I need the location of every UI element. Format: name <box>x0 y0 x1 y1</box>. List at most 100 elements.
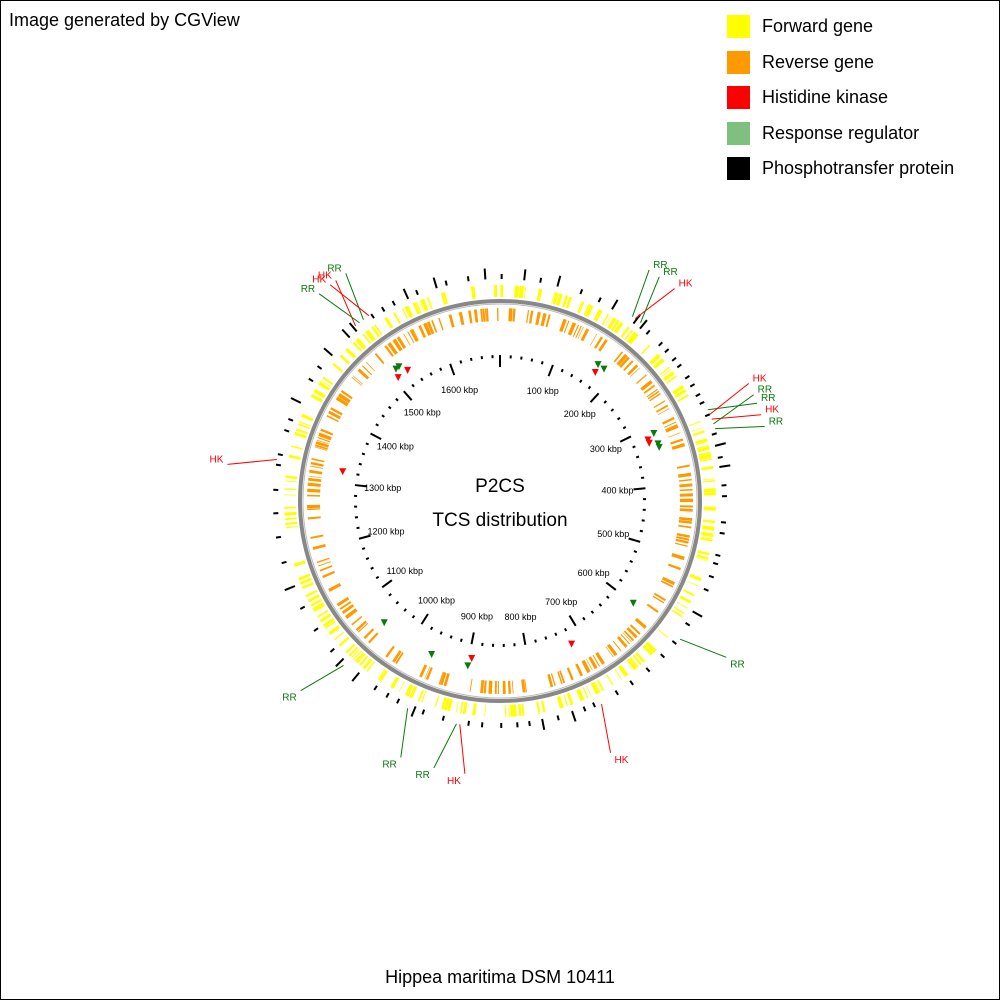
forward-gene-88 <box>512 704 517 717</box>
forward-gene-168 <box>404 305 414 319</box>
forward-gene-113 <box>354 652 365 663</box>
ruler-tick-15 <box>619 435 632 443</box>
ruler-tick-39 <box>534 639 537 643</box>
forward-gene-52 <box>700 536 713 540</box>
reverse-gene-53 <box>676 536 690 541</box>
reverse-gene-139 <box>326 415 339 423</box>
forward-gene-100 <box>434 695 440 708</box>
forward-gene-49 <box>702 519 716 524</box>
forward-gene-169 <box>412 302 421 315</box>
reverse-gene-77 <box>581 659 591 674</box>
reverse-gene-78 <box>575 663 584 677</box>
ruler-tick-53 <box>395 600 400 605</box>
outer-tick-28 <box>712 561 719 566</box>
reverse-gene-3 <box>528 310 534 324</box>
ruler-tick-57 <box>370 566 374 570</box>
reverse-gene-145 <box>351 377 363 386</box>
forward-gene-115 <box>351 648 361 659</box>
reverse-gene-25 <box>636 375 647 385</box>
forward-gene-51 <box>701 531 714 538</box>
callout-label-0: RR <box>653 260 667 271</box>
forward-gene-132 <box>298 573 311 581</box>
reverse-gene-55 <box>674 542 688 547</box>
ruler-tick-81 <box>459 360 463 364</box>
ruler-tick-51 <box>411 614 416 619</box>
legend-item-histidine-kinase: Histidine kinase <box>727 80 954 116</box>
ruler-tick-47 <box>449 635 453 639</box>
outer-tick-13 <box>676 363 682 369</box>
forward-gene-155 <box>322 376 334 386</box>
ruler-label-1300-kbp: 1300 kbp <box>364 483 401 493</box>
reverse-gene-128 <box>309 469 323 475</box>
outer-tick-30 <box>703 587 709 592</box>
legend-label-response-regulator: Response regulator <box>762 122 920 143</box>
reverse-gene-60 <box>653 592 667 602</box>
tcs-arrow-6 <box>654 440 662 448</box>
reverse-gene-75 <box>588 656 598 670</box>
ruler-tick-5 <box>547 364 554 377</box>
forward-gene-117 <box>345 643 356 654</box>
reverse-gene-127 <box>308 475 322 479</box>
forward-gene-9 <box>565 296 573 309</box>
forward-gene-32 <box>677 394 689 402</box>
outer-tick-48 <box>441 715 445 721</box>
ruler-tick-58 <box>365 557 370 561</box>
forward-gene-158 <box>345 347 357 359</box>
reverse-gene-54 <box>675 538 689 544</box>
reverse-gene-31 <box>653 400 666 409</box>
reverse-gene-2 <box>526 310 530 324</box>
ruler-tick-50 <box>420 613 429 625</box>
reverse-gene-100 <box>419 664 428 678</box>
forward-gene-39 <box>698 451 711 456</box>
forward-gene-142 <box>284 480 297 483</box>
ruler-tick-67 <box>358 462 362 466</box>
reverse-gene-130 <box>310 461 324 467</box>
outer-tick-43 <box>528 720 531 727</box>
forward-gene-67 <box>635 652 646 663</box>
ruler-tick-30 <box>605 581 617 591</box>
forward-gene-151 <box>310 393 323 403</box>
organism-name: Hippea maritima DSM 10411 <box>385 967 615 987</box>
reverse-gene-110 <box>341 604 355 614</box>
ruler-tick-9 <box>587 385 592 390</box>
reverse-gene-116 <box>318 561 331 567</box>
reverse-gene-70 <box>612 640 622 652</box>
forward-gene-165 <box>384 316 394 329</box>
ruler-label-200-kbp: 200 kbp <box>564 409 596 419</box>
ruler-tick-65 <box>354 484 367 488</box>
reverse-gene-150 <box>374 352 385 365</box>
callout-line-8 <box>679 638 727 658</box>
forward-gene-99 <box>441 697 447 710</box>
reverse-gene-10 <box>572 324 580 337</box>
forward-gene-24 <box>649 353 661 365</box>
forward-gene-164 <box>374 324 383 336</box>
forward-gene-175 <box>440 292 448 305</box>
ruler-tick-27 <box>629 559 633 564</box>
outer-tick-35 <box>645 667 651 673</box>
tcs-arrow-2 <box>600 365 608 373</box>
reverse-gene-85 <box>521 679 526 693</box>
outer-tick-1 <box>523 269 527 281</box>
reverse-gene-138 <box>320 428 334 436</box>
ruler-tick-45 <box>470 632 475 645</box>
reverse-gene-47 <box>679 505 693 508</box>
reverse-gene-8 <box>563 320 570 334</box>
ruler-tick-26 <box>633 550 638 554</box>
tcs-arrow-17 <box>395 363 403 371</box>
outer-tick-2 <box>539 277 543 283</box>
outer-tick-75 <box>381 306 386 312</box>
ruler-tick-80 <box>449 363 456 376</box>
forward-gene-4 <box>536 288 543 301</box>
reverse-gene-5 <box>540 312 547 327</box>
reverse-gene-37 <box>668 432 681 438</box>
reverse-gene-79 <box>566 667 574 681</box>
outer-tick-14 <box>684 375 690 380</box>
callout-line-13 <box>300 665 344 691</box>
forward-gene-77 <box>590 682 600 695</box>
reverse-gene-16 <box>598 339 608 352</box>
legend-label-reverse-gene: Reverse gene <box>762 51 875 72</box>
ruler-tick-56 <box>375 575 380 580</box>
reverse-gene-147 <box>357 368 370 380</box>
forward-gene-68 <box>632 654 642 666</box>
